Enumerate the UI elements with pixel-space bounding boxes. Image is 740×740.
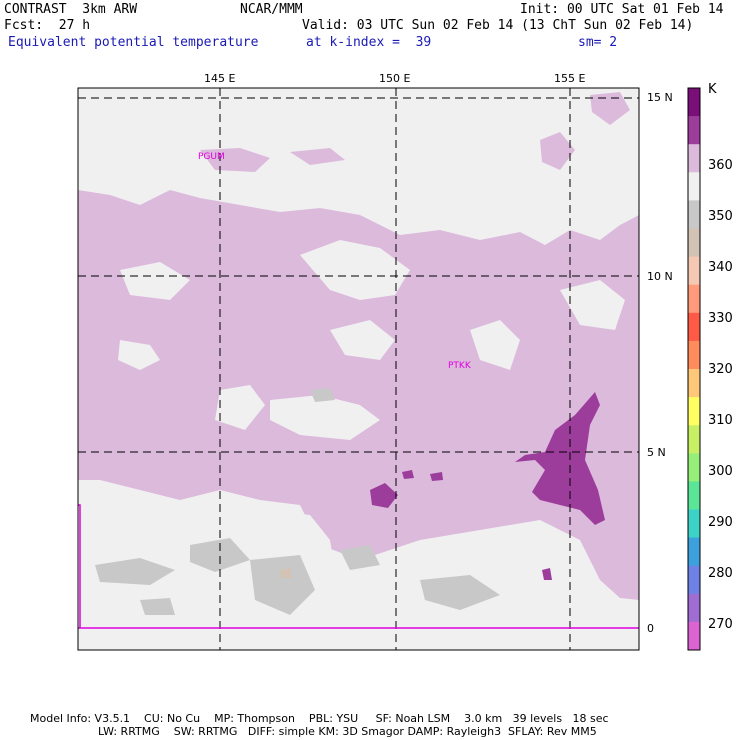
field-region-370-380 (430, 472, 443, 481)
colorbar-swatch (688, 284, 700, 314)
colorbar-label-360: 360 (708, 158, 733, 173)
field-region-360-370 (78, 190, 639, 600)
field-region-350-360 (470, 320, 520, 370)
colorbar-swatch (688, 256, 700, 286)
lon-label-155e: 155 E (554, 72, 586, 85)
colorbar-label-270: 270 (708, 617, 733, 632)
field-region-350-360 (215, 385, 265, 430)
colorbar-swatch (688, 397, 700, 426)
lat-label-5n: 5 N (647, 446, 666, 459)
model-info-line-2: LW: RRTMG SW: RRTMG DIFF: simple KM: 3D … (98, 725, 597, 738)
lat-label-10n: 10 N (647, 270, 673, 283)
colorbar-swatch (688, 312, 700, 342)
field-region-350-360 (120, 262, 190, 300)
colorbar-swatch (688, 481, 700, 510)
colorbar-label-320: 320 (708, 362, 733, 377)
field-region-340-350 (95, 558, 175, 585)
colorbar-swatch (688, 621, 700, 651)
colorbar-swatch (688, 200, 700, 229)
station-label-pgum: PGUM (198, 152, 225, 162)
field-name: Equivalent potential temperature (8, 35, 259, 50)
colorbar-swatch (688, 172, 700, 201)
colorbar-label-350: 350 (708, 209, 733, 224)
field-region-360-370 (540, 132, 575, 170)
field-region-340-350 (310, 388, 335, 402)
lat-label-0: 0 (647, 622, 654, 635)
lon-label-145e: 145 E (204, 72, 236, 85)
colorbar-label-290: 290 (708, 515, 733, 530)
colorbar-swatch (688, 453, 700, 482)
colorbar-label-340: 340 (708, 260, 733, 275)
model-title: CONTRAST 3km ARW (4, 2, 138, 17)
field-region-350-360 (330, 320, 395, 360)
field-region-340-350 (420, 575, 500, 610)
colorbar-swatch (688, 537, 700, 567)
field-region-350-360 (300, 240, 410, 300)
field-region-350-360 (270, 395, 380, 440)
field-region-340-350 (190, 538, 250, 572)
lat-label-15n: 15 N (647, 91, 673, 104)
colorbar-swatch (688, 509, 700, 539)
valid-time: Valid: 03 UTC Sun 02 Feb 14 (13 ChT Sun … (302, 18, 694, 33)
init-time: Init: 00 UTC Sat 01 Feb 14 (520, 2, 724, 17)
colorbar-swatch (688, 88, 700, 117)
colorbar-swatch (688, 340, 700, 370)
forecast-hour: Fcst: 27 h (4, 18, 91, 33)
colorbar-swatch (688, 228, 700, 258)
colorbar-frame (687, 87, 701, 651)
colorbar-label-300: 300 (708, 464, 733, 479)
colorbar-swatch (688, 144, 700, 173)
colorbar-swatch (688, 369, 700, 398)
field-region-350-360 (78, 498, 340, 650)
domain-boundary (78, 504, 639, 629)
field-region-340-350 (340, 545, 380, 570)
field-region-360-370 (290, 148, 345, 165)
field-region-330-340 (280, 568, 292, 578)
field-region-350-360 (560, 280, 625, 330)
field-region-340-350 (140, 598, 175, 615)
colorbar-label-280: 280 (708, 566, 733, 581)
field-region-370-380 (515, 392, 605, 525)
colorbar-swatch (688, 593, 700, 623)
field-region-360-370 (590, 92, 630, 125)
field-region-350-360 (118, 340, 160, 370)
model-info-line-1: Model Info: V3.5.1 CU: No Cu MP: Thompso… (30, 712, 609, 725)
lon-label-150e: 150 E (379, 72, 411, 85)
colorbar (688, 88, 700, 651)
field-region-370-380 (402, 470, 414, 479)
colorbar-swatch (688, 425, 700, 454)
colorbar-unit: K (708, 82, 717, 97)
colorbar-label-310: 310 (708, 413, 733, 428)
field-region-340-350 (250, 555, 315, 615)
colorbar-label-330: 330 (708, 311, 733, 326)
field-region-370-380 (370, 483, 398, 508)
field-region-370-380 (542, 568, 552, 580)
colorbar-swatch (688, 116, 700, 145)
station-label-ptkk: PTKK (448, 361, 471, 371)
colorbar-swatch (688, 565, 700, 595)
level-label: at k-index = 39 (306, 35, 432, 50)
map-field (78, 88, 639, 650)
smoothing-label: sm= 2 (578, 35, 618, 50)
map-frame (77, 87, 640, 651)
organization: NCAR/MMM (240, 2, 303, 17)
field-region-360-370 (200, 148, 270, 172)
